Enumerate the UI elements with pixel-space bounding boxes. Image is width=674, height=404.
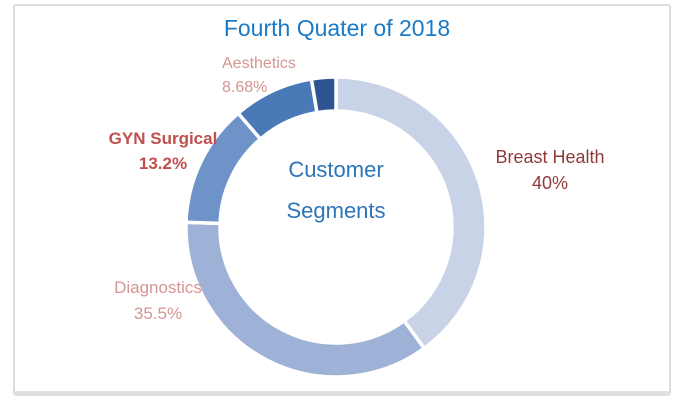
segment-name: Aesthetics (222, 55, 296, 72)
card-border (13, 4, 671, 396)
segment-value: 40% (531, 173, 569, 193)
donut-segment-other (309, 75, 338, 115)
segment-label-diagnostics: Diagnostics 35.5% (78, 275, 238, 327)
chart-title: Fourth Quater of 2018 (223, 15, 451, 41)
segment-label-aesthetics: Aesthetics 8.68% (222, 52, 296, 100)
segment-name: Diagnostics (114, 278, 202, 297)
segment-value: 35.5% (133, 304, 183, 323)
segment-label-breast-health: Breast Health 40% (470, 144, 630, 196)
segment-label-gyn-surgical: GYN Surgical 13.2% (83, 126, 243, 176)
segment-value: 13.2% (138, 154, 188, 173)
donut-center-label: Customer Segments (286, 157, 386, 223)
segment-name: Breast Health (495, 147, 605, 167)
segment-value: 8.68% (222, 79, 268, 96)
segment-name: GYN Surgical (108, 129, 218, 148)
